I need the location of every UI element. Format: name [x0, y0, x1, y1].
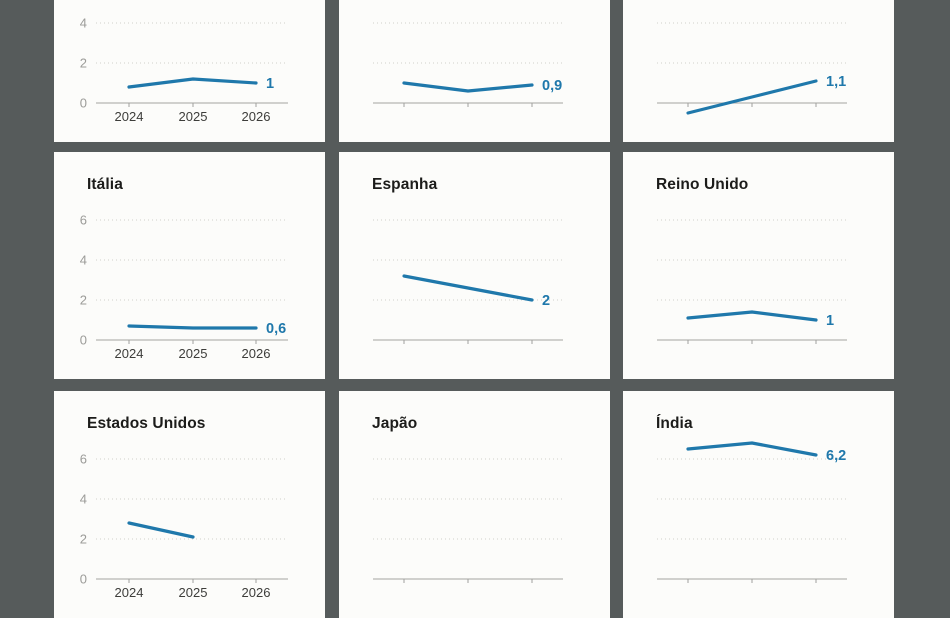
- chart-grid: 02462024202520261 0,9 1,1 Itália 0246202…: [54, 0, 894, 618]
- line-chart: 1,1: [657, 22, 847, 115]
- line-chart: 02462024202520261: [80, 16, 288, 124]
- svg-text:0: 0: [80, 96, 87, 111]
- svg-text:2026: 2026: [242, 585, 271, 600]
- svg-text:2024: 2024: [115, 346, 144, 361]
- svg-text:2025: 2025: [179, 109, 208, 124]
- line-chart: 0 2 4 6 2024 2025 2026: [80, 452, 288, 600]
- line-chart: 2: [373, 219, 563, 344]
- svg-text:6: 6: [80, 213, 87, 228]
- svg-text:2: 2: [80, 293, 87, 308]
- svg-text:4: 4: [80, 253, 87, 268]
- svg-text:1: 1: [266, 76, 274, 92]
- svg-text:2024: 2024: [115, 585, 144, 600]
- chart-title: Índia: [656, 415, 693, 432]
- chart-title: Japão: [372, 415, 418, 432]
- chart-card-top-left: 02462024202520261: [54, 0, 325, 142]
- line-chart: 6,2: [657, 441, 847, 583]
- chart-card-reino-unido: Reino Unido 1: [623, 152, 894, 379]
- line-chart: 0,9: [373, 22, 563, 107]
- svg-text:4: 4: [80, 492, 87, 507]
- svg-text:0: 0: [80, 333, 87, 348]
- svg-text:0: 0: [80, 572, 87, 587]
- chart-card-india: Índia 6,2: [623, 391, 894, 618]
- chart-card-estados-unidos: Estados Unidos 0 2 4 6 2024 2025 2026: [54, 391, 325, 618]
- chart-card-top-center: 0,9: [339, 0, 610, 142]
- svg-text:2: 2: [80, 56, 87, 71]
- svg-text:1: 1: [826, 313, 834, 329]
- chart-card-top-right: 1,1: [623, 0, 894, 142]
- svg-text:2025: 2025: [179, 585, 208, 600]
- svg-text:2: 2: [80, 532, 87, 547]
- svg-text:2025: 2025: [179, 346, 208, 361]
- chart-card-japao: Japão: [339, 391, 610, 618]
- line-chart: 0 2 4 6 2024 2025 2026 0,6: [80, 213, 288, 361]
- chart-card-espanha: Espanha 2: [339, 152, 610, 379]
- chart-title: Reino Unido: [656, 176, 749, 193]
- chart-title: Estados Unidos: [87, 415, 206, 432]
- chart-title: Itália: [87, 176, 123, 193]
- svg-text:0,9: 0,9: [542, 78, 562, 94]
- svg-text:1,1: 1,1: [826, 74, 846, 90]
- chart-title: Espanha: [372, 176, 438, 193]
- svg-text:2024: 2024: [115, 109, 144, 124]
- line-chart: [373, 458, 563, 583]
- svg-text:2: 2: [542, 293, 550, 309]
- svg-text:2026: 2026: [242, 346, 271, 361]
- svg-text:6: 6: [80, 452, 87, 467]
- svg-text:0,6: 0,6: [266, 321, 286, 337]
- svg-text:4: 4: [80, 16, 87, 31]
- line-chart: 1: [657, 219, 847, 344]
- svg-text:2026: 2026: [242, 109, 271, 124]
- chart-card-italia: Itália 0 2 4 6 2024 2025 2026 0,6: [54, 152, 325, 379]
- svg-text:6,2: 6,2: [826, 448, 846, 464]
